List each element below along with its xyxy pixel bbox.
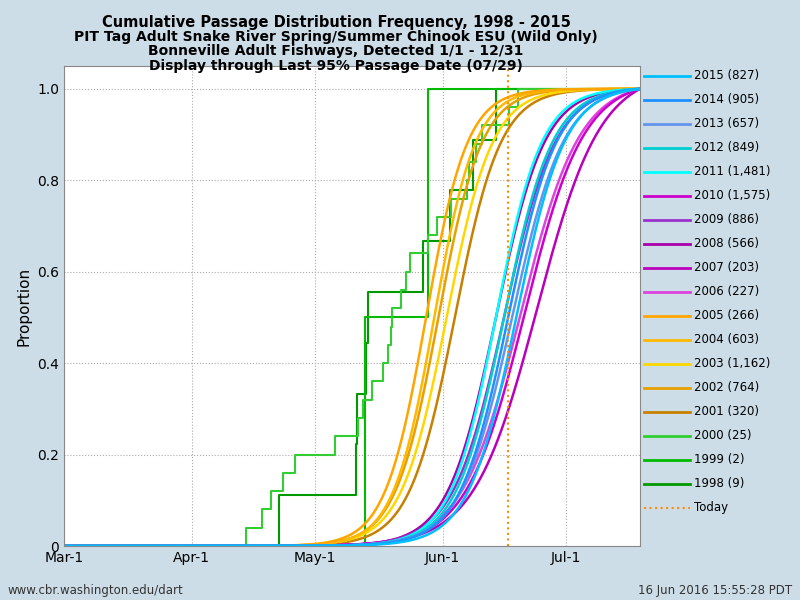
Text: 2002 (764): 2002 (764)	[694, 381, 759, 394]
Text: 1998 (9): 1998 (9)	[694, 477, 745, 490]
Text: 2012 (849): 2012 (849)	[694, 141, 759, 154]
Text: Display through Last 95% Passage Date (07/29): Display through Last 95% Passage Date (0…	[149, 59, 523, 73]
Text: Today: Today	[694, 501, 728, 514]
Text: Bonneville Adult Fishways, Detected 1/1 - 12/31: Bonneville Adult Fishways, Detected 1/1 …	[148, 44, 524, 58]
Text: 2006 (227): 2006 (227)	[694, 285, 759, 298]
Text: 2001 (320): 2001 (320)	[694, 405, 759, 418]
Text: 16 Jun 2016 15:55:28 PDT: 16 Jun 2016 15:55:28 PDT	[638, 584, 792, 597]
Text: 2011 (1,481): 2011 (1,481)	[694, 165, 770, 178]
Text: Cumulative Passage Distribution Frequency, 1998 - 2015: Cumulative Passage Distribution Frequenc…	[102, 15, 570, 30]
Text: 2010 (1,575): 2010 (1,575)	[694, 189, 770, 202]
Text: 2015 (827): 2015 (827)	[694, 69, 759, 82]
Text: 1999 (2): 1999 (2)	[694, 453, 745, 466]
Text: 2004 (603): 2004 (603)	[694, 333, 759, 346]
Y-axis label: Proportion: Proportion	[17, 266, 31, 346]
Text: 2000 (25): 2000 (25)	[694, 429, 752, 442]
Text: www.cbr.washington.edu/dart: www.cbr.washington.edu/dart	[8, 584, 184, 597]
Text: 2008 (566): 2008 (566)	[694, 237, 759, 250]
Text: 2013 (657): 2013 (657)	[694, 117, 759, 130]
Text: 2014 (905): 2014 (905)	[694, 93, 759, 106]
Text: 2007 (203): 2007 (203)	[694, 261, 759, 274]
Text: PIT Tag Adult Snake River Spring/Summer Chinook ESU (Wild Only): PIT Tag Adult Snake River Spring/Summer …	[74, 30, 598, 44]
Text: 2003 (1,162): 2003 (1,162)	[694, 357, 770, 370]
Text: 2005 (266): 2005 (266)	[694, 309, 759, 322]
Text: 2009 (886): 2009 (886)	[694, 213, 759, 226]
